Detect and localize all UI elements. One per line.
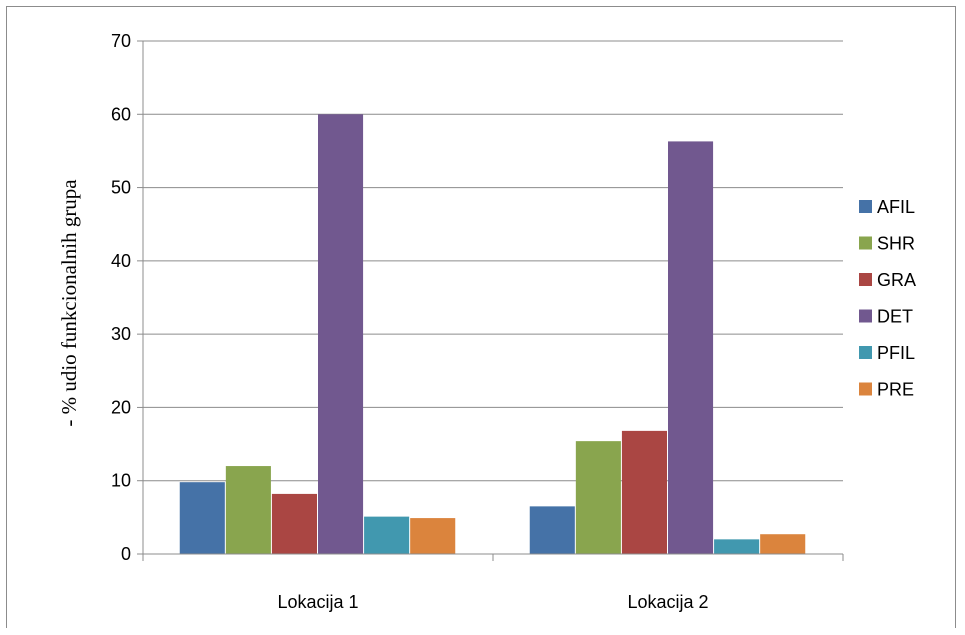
y-axis-label: - % udio funkcionalnih grupa xyxy=(57,179,81,427)
bar-pfil-2 xyxy=(714,539,760,554)
y-tick-label: 70 xyxy=(111,31,131,51)
legend-swatch-det xyxy=(859,309,872,323)
y-tick-label: 50 xyxy=(111,178,131,198)
legend-label-gra: GRA xyxy=(877,270,916,290)
chart-frame xyxy=(6,6,956,628)
bar-afil-2 xyxy=(529,506,575,554)
legend-swatch-gra xyxy=(859,273,872,286)
y-tick-labels: 0 10 20 30 40 50 60 70 xyxy=(111,31,131,564)
axes xyxy=(142,41,844,561)
y-tick-label: 10 xyxy=(111,471,131,491)
category-labels: Lokacija 1 Lokacija 2 xyxy=(277,592,708,612)
y-tick-label: 60 xyxy=(111,104,131,124)
bar-det-1 xyxy=(318,114,364,555)
legend-label-det: DET xyxy=(877,307,913,327)
legend-swatch-pfil xyxy=(859,346,872,359)
y-tick-label: 30 xyxy=(111,324,131,344)
category-label: Lokacija 2 xyxy=(627,592,708,612)
legend-swatch-afil xyxy=(859,200,872,213)
bar-gra-1 xyxy=(271,493,317,554)
bar-pfil-1 xyxy=(364,516,410,554)
legend: AFIL SHR GRA DET PFIL PRE xyxy=(859,197,916,400)
y-tick-label: 20 xyxy=(111,397,131,417)
legend-label-pre: PRE xyxy=(877,380,914,400)
bar-pre-1 xyxy=(410,518,456,554)
y-tick-label: 0 xyxy=(121,544,131,564)
bar-det-2 xyxy=(668,141,714,554)
bar-gra-2 xyxy=(621,430,667,554)
legend-label-pfil: PFIL xyxy=(877,343,915,363)
category-label: Lokacija 1 xyxy=(277,592,358,612)
legend-label-shr: SHR xyxy=(877,234,915,254)
bar-pre-2 xyxy=(760,534,806,554)
bars xyxy=(179,114,806,555)
bar-afil-1 xyxy=(179,482,225,554)
legend-swatch-shr xyxy=(859,236,872,250)
legend-label-afil: AFIL xyxy=(877,197,915,217)
bar-shr-1 xyxy=(225,466,271,554)
y-tick-label: 40 xyxy=(111,251,131,271)
legend-swatch-pre xyxy=(859,382,872,396)
bar-shr-2 xyxy=(575,441,621,554)
